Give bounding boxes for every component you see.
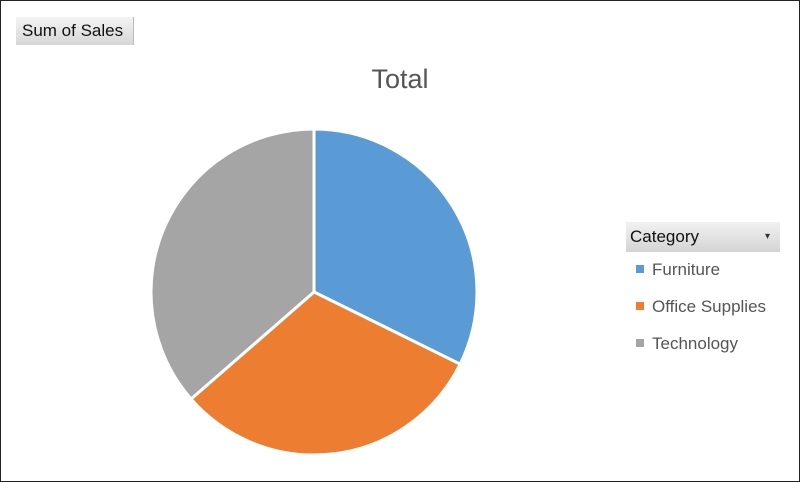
legend-title: Category xyxy=(630,227,699,246)
legend-label: Furniture xyxy=(652,260,721,279)
chart-title: Total xyxy=(371,64,429,94)
sum-of-sales-field-button[interactable]: Sum of Sales xyxy=(16,17,134,45)
pie-slice-technology[interactable] xyxy=(149,127,316,402)
legend-swatch xyxy=(636,338,644,347)
dropdown-arrow-icon[interactable]: ▾ xyxy=(764,231,770,242)
legend-swatch xyxy=(636,301,644,310)
legend-item[interactable]: Office Supplies xyxy=(636,297,766,317)
legend-label: Office Supplies xyxy=(652,297,767,316)
pie-slice-furniture[interactable] xyxy=(312,127,479,367)
legend-item[interactable]: Technology xyxy=(636,334,738,354)
legend-swatch xyxy=(636,264,644,273)
category-filter-button[interactable]: Category ▾ xyxy=(626,222,780,252)
legend-item[interactable]: Furniture xyxy=(636,260,720,280)
legend-label: Technology xyxy=(652,334,739,353)
pie-slice-office-supplies[interactable] xyxy=(188,290,463,457)
